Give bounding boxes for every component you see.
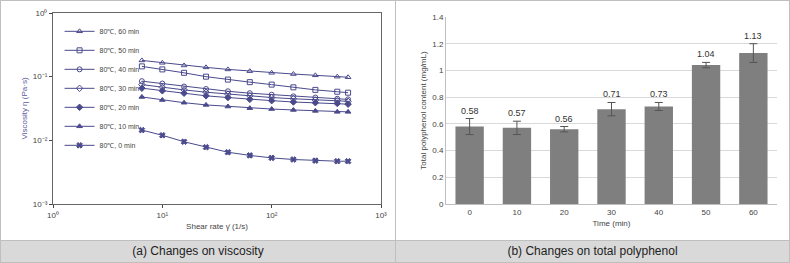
svg-text:0.57: 0.57 [508,108,526,118]
svg-text:0: 0 [439,200,444,209]
svg-text:0.56: 0.56 [555,114,573,124]
svg-text:1.2: 1.2 [432,40,444,49]
svg-text:0.71: 0.71 [603,89,621,99]
svg-text:0.73: 0.73 [650,89,668,99]
svg-text:1.04: 1.04 [697,49,715,59]
svg-text:10²: 10² [266,211,278,220]
svg-text:80℃, 10 min: 80℃, 10 min [100,123,140,130]
html-text:(b) Changes on total polypheno: (b) Changes on total polyphenol [507,244,678,258]
svg-text:10⁰: 10⁰ [47,211,59,220]
svg-text:Time (min): Time (min) [593,219,631,228]
svg-text:10⁰: 10⁰ [35,9,47,18]
svg-text:0: 0 [467,208,472,217]
svg-text:10⁻²: 10⁻² [33,136,48,145]
svg-text:Shear rate γ̇ (1/s): Shear rate γ̇ (1/s) [186,222,248,231]
svg-text:10⁻¹: 10⁻¹ [33,72,48,81]
svg-text:80℃, 60 min: 80℃, 60 min [100,28,140,35]
svg-text:80℃, 0 min: 80℃, 0 min [100,142,136,149]
svg-text:60: 60 [749,208,758,217]
svg-text:80℃, 20 min: 80℃, 20 min [100,104,140,111]
svg-text:0.4: 0.4 [432,146,444,155]
html-text:(a) Changes on viscosity: (a) Changes on viscosity [132,244,264,258]
svg-text:30: 30 [607,208,616,217]
svg-text:10⁻³: 10⁻³ [33,200,48,209]
svg-text:1.4: 1.4 [432,13,444,22]
svg-text:80℃, 30 min: 80℃, 30 min [100,85,140,92]
svg-text:0.6: 0.6 [432,120,444,129]
svg-text:10: 10 [512,208,521,217]
svg-text:40: 40 [654,208,663,217]
svg-text:Total polyphenol content (mg/m: Total polyphenol content (mg/mL) [419,51,428,170]
svg-text:0.58: 0.58 [461,106,479,116]
svg-text:10¹: 10¹ [157,211,169,220]
svg-text:50: 50 [702,208,711,217]
svg-text:80℃, 50 min: 80℃, 50 min [100,47,140,54]
svg-text:Viscosity η (Pa·s): Viscosity η (Pa·s) [20,77,29,139]
svg-text:0.8: 0.8 [432,93,444,102]
svg-text:0.2: 0.2 [432,173,444,182]
svg-text:1: 1 [439,66,444,75]
svg-text:1.13: 1.13 [744,31,762,41]
svg-text:20: 20 [560,208,569,217]
svg-text:80℃, 40 min: 80℃, 40 min [100,66,140,73]
svg-text:10³: 10³ [375,211,387,220]
